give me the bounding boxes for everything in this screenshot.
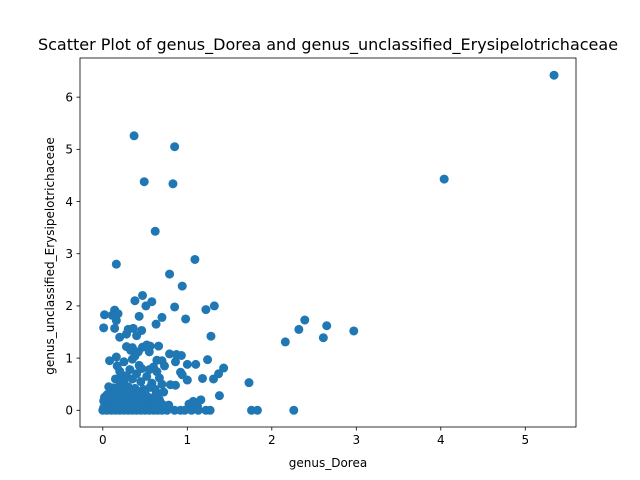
data-point [439, 174, 449, 184]
data-point [162, 405, 172, 415]
data-point [144, 347, 154, 357]
data-point [130, 351, 140, 361]
data-point [170, 302, 180, 312]
data-point [176, 351, 186, 360]
data-point [252, 405, 262, 415]
data-point [121, 329, 131, 339]
data-point [151, 319, 161, 329]
data-point [187, 405, 197, 415]
data-point [205, 405, 215, 415]
data-point [214, 391, 224, 401]
data-point [170, 380, 180, 390]
data-point [289, 405, 299, 415]
data-point [280, 337, 290, 347]
data-point [203, 355, 213, 365]
data-point [165, 269, 175, 279]
data-point [244, 378, 254, 388]
data-point [142, 371, 152, 381]
data-point [119, 357, 129, 367]
data-point [132, 331, 142, 341]
data-point [209, 374, 219, 384]
x-axis: 0 1 2 3 4 5 [99, 427, 529, 447]
data-point [181, 314, 191, 324]
data-point [159, 387, 169, 397]
data-point [138, 290, 148, 300]
data-point [129, 131, 139, 141]
y-tick-label: 1 [65, 351, 73, 365]
data-point [201, 305, 211, 315]
y-axis-label: genus_unclassified_Erysipelotrichaceae [43, 137, 57, 374]
data-point [182, 375, 192, 385]
y-tick-label: 5 [65, 143, 73, 157]
data-point [136, 377, 146, 387]
data-point [154, 341, 164, 351]
x-tick-label: 5 [521, 433, 529, 447]
points-layer [98, 70, 559, 415]
data-point [99, 323, 109, 333]
data-point [193, 405, 203, 415]
chart-title: Scatter Plot of genus_Dorea and genus_un… [38, 35, 618, 55]
data-point [170, 357, 180, 367]
data-point [177, 281, 187, 291]
data-point [110, 323, 120, 333]
data-point [111, 352, 121, 362]
y-tick-label: 3 [65, 247, 73, 261]
data-point [157, 312, 167, 322]
x-tick-label: 1 [183, 433, 191, 447]
data-point [300, 315, 310, 325]
data-point [209, 301, 219, 311]
data-point [318, 333, 328, 343]
data-point [322, 321, 332, 331]
data-point [157, 379, 167, 389]
data-point [182, 359, 192, 369]
x-tick-label: 3 [352, 433, 360, 447]
data-point [191, 359, 201, 369]
x-axis-label: genus_Dorea [289, 456, 367, 470]
data-point [170, 142, 180, 152]
data-point [115, 332, 125, 342]
y-tick-label: 2 [65, 299, 73, 313]
x-tick-label: 2 [268, 433, 276, 447]
data-point [349, 326, 359, 336]
data-point [130, 296, 140, 306]
data-point [190, 254, 200, 264]
data-point [100, 310, 109, 320]
x-tick-label: 0 [99, 433, 107, 447]
data-point [165, 349, 175, 359]
data-point [168, 179, 178, 189]
data-point [150, 226, 160, 236]
data-point [206, 331, 216, 341]
data-point [549, 70, 559, 80]
y-tick-label: 0 [65, 404, 73, 418]
data-point [113, 309, 123, 319]
data-point [180, 405, 190, 415]
data-point [141, 301, 151, 311]
x-tick-label: 4 [437, 433, 445, 447]
data-point [134, 311, 144, 321]
data-point [198, 373, 208, 383]
data-point [105, 356, 115, 366]
data-point [294, 324, 304, 334]
y-tick-label: 4 [65, 195, 73, 209]
data-point [127, 374, 137, 384]
data-point [111, 316, 121, 326]
data-point [111, 259, 121, 269]
data-point [160, 361, 169, 371]
y-tick-label: 6 [65, 90, 73, 104]
data-point [128, 323, 138, 333]
data-point [139, 177, 149, 187]
y-axis: 0 1 2 3 4 5 6 [65, 90, 80, 418]
data-point [144, 365, 154, 375]
plot-area-frame [79, 57, 577, 428]
